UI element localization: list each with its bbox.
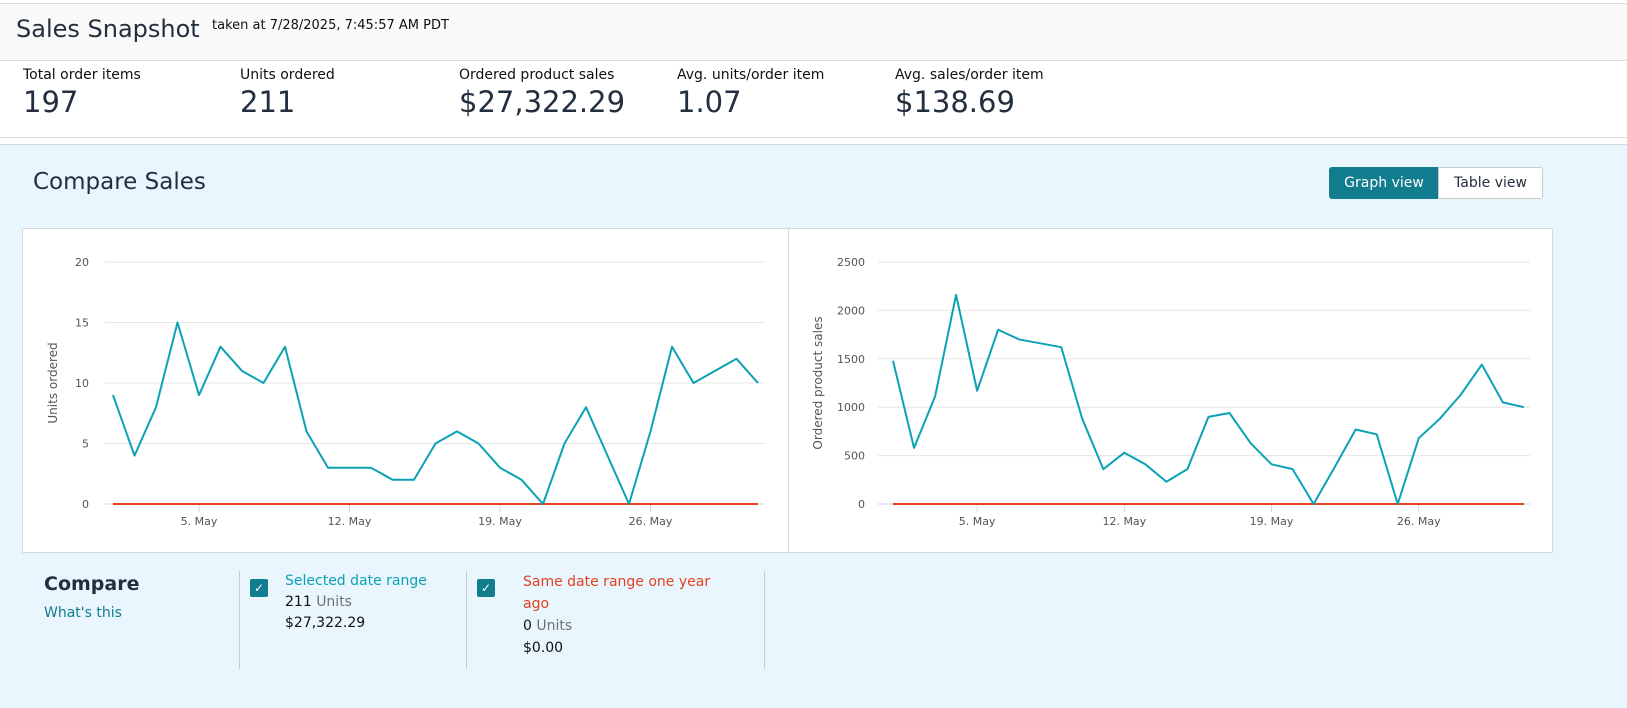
- y-tick-label: 1000: [837, 401, 865, 414]
- compare-title: Compare: [44, 573, 140, 595]
- metric-label: Ordered product sales: [459, 67, 615, 83]
- y-tick-label: 0: [858, 498, 865, 511]
- sales-chart-svg: 0 500 1000 1500 2000 2500 5. May 12. May 19. May…: [811, 256, 1530, 528]
- metric-value: $138.69: [895, 85, 1015, 119]
- y-tick-label: 20: [75, 256, 89, 269]
- page-title: Sales Snapshot: [16, 15, 200, 43]
- snapshot-header: Sales Snapshot taken at 7/28/2025, 7:45:…: [0, 3, 1627, 61]
- metric-ordered-product-sales: Ordered product sales $27,322.29: [459, 67, 625, 119]
- snapshot-timestamp: taken at 7/28/2025, 7:45:57 AM PDT: [212, 18, 449, 33]
- x-tick-label: 26. May: [1397, 515, 1441, 528]
- metric-avg-units: Avg. units/order item 1.07: [677, 67, 824, 119]
- x-tick-label: 5. May: [181, 515, 218, 528]
- x-tick-label: 26. May: [629, 515, 673, 528]
- metric-label: Avg. units/order item: [677, 67, 825, 83]
- y-tick-label: 5: [82, 438, 89, 451]
- x-tick-label: 19. May: [1250, 515, 1294, 528]
- x-tick-label: 19. May: [478, 515, 522, 528]
- compare-heading-block: Compare What's this: [44, 571, 139, 621]
- units-label: Units: [536, 618, 573, 634]
- metric-value: 1.07: [677, 85, 742, 119]
- last-year-sales: $0.00: [523, 640, 564, 656]
- compare-last-year: ✓ Same date range one year ago 0 Units $…: [477, 571, 737, 659]
- metric-value: $27,322.29: [459, 85, 626, 119]
- last-year-units: 0: [523, 618, 532, 634]
- y-tick-label: 1500: [837, 353, 865, 366]
- compare-sales-section: Compare Sales Graph view Table view 0 5 10…: [0, 144, 1627, 708]
- y-tick-label: 2000: [837, 304, 865, 317]
- units-chart-svg: 0 5 10 15 20 5. May 12. May 19. May 26. May Units…: [46, 256, 765, 528]
- metric-avg-sales: Avg. sales/order item $138.69: [895, 67, 1044, 119]
- selected-range-checkbox[interactable]: ✓: [250, 579, 268, 597]
- units-ordered-chart: 0 5 10 15 20 5. May 12. May 19. May 26. May Units…: [22, 228, 789, 553]
- metric-label: Avg. sales/order item: [895, 67, 1044, 83]
- x-tick-label: 12. May: [328, 515, 372, 528]
- metric-label: Units ordered: [240, 67, 335, 83]
- product-sales-chart: 0 500 1000 1500 2000 2500 5. May 12. May 19. May…: [788, 228, 1553, 553]
- last-year-label: Same date range one year ago: [523, 574, 711, 612]
- graph-view-button[interactable]: Graph view: [1329, 167, 1439, 199]
- whats-this-link[interactable]: What's this: [44, 605, 122, 621]
- series-line-selected: [892, 293, 1525, 505]
- y-tick-label: 10: [75, 377, 89, 390]
- divider: [466, 571, 467, 669]
- series-line-selected: [112, 321, 759, 505]
- y-tick-label: 500: [844, 450, 865, 463]
- metric-label: Total order items: [23, 67, 141, 83]
- metric-units-ordered: Units ordered 211: [240, 67, 335, 119]
- metric-value: 211: [240, 85, 296, 119]
- x-tick-label: 5. May: [959, 515, 996, 528]
- selected-units: 211: [285, 594, 312, 610]
- metric-total-order-items: Total order items 197: [23, 67, 141, 119]
- metric-value: 197: [23, 85, 79, 119]
- divider: [764, 571, 765, 669]
- metrics-bar: Total order items 197 Units ordered 211 Or…: [0, 61, 1627, 138]
- selected-sales: $27,322.29: [285, 615, 366, 631]
- x-tick-label: 12. May: [1102, 515, 1146, 528]
- y-tick-label: 15: [75, 317, 89, 330]
- section-title: Compare Sales: [33, 169, 206, 195]
- selected-range-label: Selected date range: [285, 573, 427, 589]
- y-axis-label: Units ordered: [46, 342, 60, 423]
- y-tick-label: 0: [82, 498, 89, 511]
- divider: [239, 571, 240, 669]
- last-year-checkbox[interactable]: ✓: [477, 579, 495, 597]
- units-label: Units: [316, 594, 352, 610]
- compare-selected-range: ✓ Selected date range 211 Units $27,322.…: [250, 571, 460, 634]
- table-view-button[interactable]: Table view: [1438, 167, 1543, 199]
- y-tick-label: 2500: [837, 256, 865, 269]
- y-axis-label: Ordered product sales: [811, 316, 825, 449]
